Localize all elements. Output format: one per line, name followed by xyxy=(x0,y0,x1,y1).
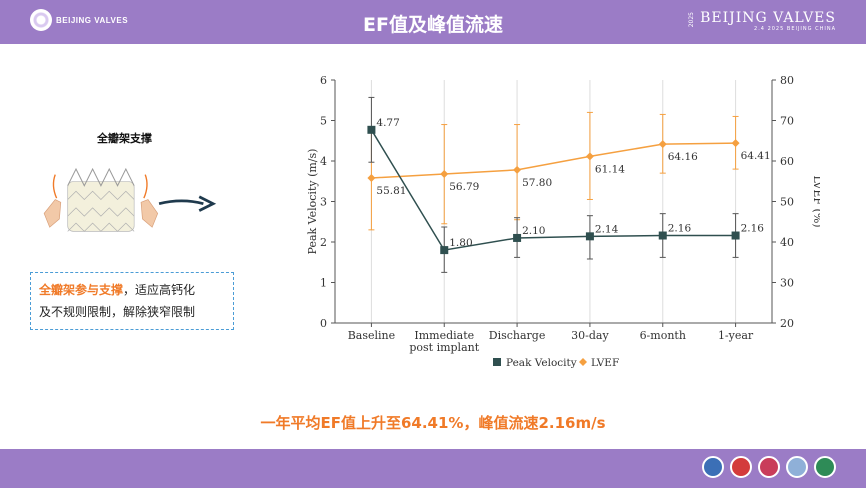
left-tick-label: 6 xyxy=(320,74,327,87)
x-tick-label: post implant xyxy=(409,341,479,354)
left-tick-label: 3 xyxy=(320,196,327,209)
peak-velocity-line xyxy=(370,129,736,251)
valve-illustration xyxy=(43,167,217,232)
bottom-caption: 一年平均EF值上升至64.41%，峰值流速2.16m/s xyxy=(260,414,606,432)
lvef-point xyxy=(440,170,449,179)
logo-right-text: BEIJING VALVES xyxy=(700,10,836,26)
lvef-point xyxy=(585,152,594,161)
peak-velocity-data-label: 1.80 xyxy=(449,237,472,249)
flower-logo-icon xyxy=(30,9,52,31)
left-tick-label: 0 xyxy=(320,317,327,330)
right-tick-label: 80 xyxy=(780,74,794,87)
logo-right-year: 2025 xyxy=(688,12,696,28)
right-tick-label: 70 xyxy=(780,115,794,128)
right-hand-icon xyxy=(140,174,159,228)
society-badge-3-icon xyxy=(758,456,780,478)
peak-velocity-point xyxy=(658,231,667,240)
peak-velocity-data-label: 4.77 xyxy=(376,117,399,129)
left-panel: 全瓣架支撑 xyxy=(0,44,300,449)
left-tick-label: 2 xyxy=(320,236,327,249)
peak-velocity-data-label: 2.14 xyxy=(595,223,619,235)
valve-title: 全瓣架支撑 xyxy=(97,132,152,145)
society-badge-2-icon xyxy=(730,456,752,478)
arrow-right-icon xyxy=(158,195,217,212)
lvef-data-label: 57.80 xyxy=(522,177,552,189)
legend-peak-velocity-label: Peak Velocity xyxy=(506,357,577,369)
lvef-point xyxy=(367,173,376,182)
peak-velocity-point xyxy=(367,125,376,134)
lvef-data-label: 55.81 xyxy=(376,185,406,197)
society-badge-4-icon xyxy=(786,456,808,478)
peak-velocity-point xyxy=(731,231,740,240)
chart: 0 1 2 3 4 5 6 20 30 40 50 60 70 80 Baseline Immediatepo… xyxy=(306,74,820,369)
peak-velocity-point xyxy=(513,233,522,242)
society-badge-5-icon xyxy=(814,456,836,478)
peak-velocity-data-label: 2.16 xyxy=(668,223,692,235)
x-tick-label: Discharge xyxy=(489,329,546,342)
logo-left-text: BEIJING VALVES xyxy=(56,15,129,25)
legend-peak-velocity-marker xyxy=(493,358,501,366)
x-tick-label: 1-year xyxy=(718,329,754,342)
footer-badges xyxy=(702,456,836,478)
peak-velocity-point xyxy=(440,246,449,255)
y-axis-label: Peak Velocity (m/s) xyxy=(306,149,319,255)
lvef-data-label: 64.41 xyxy=(741,150,771,162)
x-tick-label: 6-month xyxy=(640,329,686,342)
logo-right-subtext: 2.4 2025 BEIJING CHINA xyxy=(754,26,836,32)
left-tick-label: 1 xyxy=(320,277,327,290)
x-tick-label: Immediate xyxy=(414,329,474,342)
page-title: EF值及峰值流速 xyxy=(363,14,503,36)
y2-axis-label: LVEF (%) xyxy=(811,175,820,227)
lvef-data-label: 61.14 xyxy=(595,163,625,175)
left-tick-label: 4 xyxy=(320,155,327,168)
valve-frame-icon xyxy=(67,167,135,232)
left-tick-label: 5 xyxy=(320,115,327,128)
right-tick-label: 60 xyxy=(780,155,794,168)
lvef-data-label: 64.16 xyxy=(668,151,698,163)
peak-velocity-point xyxy=(585,232,594,241)
x-tick-label: Baseline xyxy=(348,329,395,342)
lvef-data-label: 56.79 xyxy=(449,181,479,193)
right-tick-label: 50 xyxy=(780,196,794,209)
note-box: 全瓣架参与支撑，适应高钙化 及不规则限制，解除狭窄限制 xyxy=(30,272,234,330)
note-line2: 及不规则限制，解除狭窄限制 xyxy=(39,305,196,319)
peak-velocity-data-label: 2.10 xyxy=(522,225,545,237)
x-tick-label: 30-day xyxy=(571,329,609,342)
right-tick-label: 40 xyxy=(780,236,794,249)
header-band xyxy=(0,0,866,44)
note-highlight: 全瓣架参与支撑 xyxy=(39,283,124,297)
right-tick-label: 20 xyxy=(780,317,794,330)
beijing-valves-logo-right: 2025 BEIJING VALVES 2.4 2025 BEIJING CHI… xyxy=(688,10,836,32)
lvef-line xyxy=(371,142,736,179)
beijing-valves-logo-left: BEIJING VALVES xyxy=(30,9,128,31)
peak-velocity-data-label: 2.16 xyxy=(741,223,765,235)
lvef-point xyxy=(731,139,740,148)
left-hand-icon xyxy=(43,174,62,228)
society-badge-1-icon xyxy=(702,456,724,478)
lvef-point xyxy=(513,165,522,174)
legend-lvef-marker xyxy=(579,358,587,366)
lvef-point xyxy=(658,140,667,149)
note-rest-line1: ，适应高钙化 xyxy=(123,283,196,297)
legend-lvef-label: LVEF xyxy=(591,357,619,369)
right-tick-label: 30 xyxy=(780,277,794,290)
